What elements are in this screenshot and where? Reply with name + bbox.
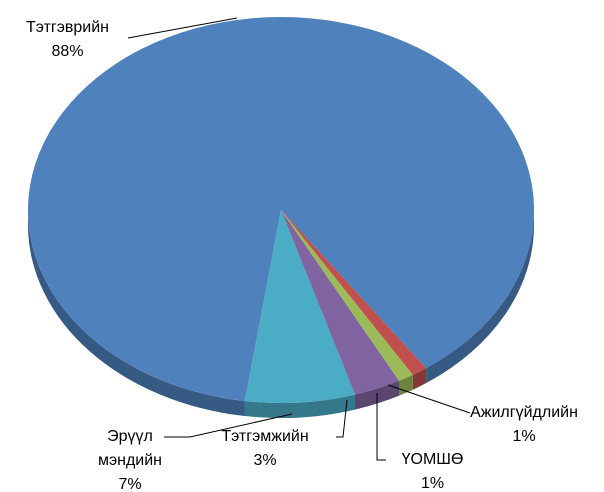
leader-lines: [127, 17, 471, 461]
value-label: 7%: [118, 476, 142, 492]
pie-slice-side: [412, 368, 427, 390]
slice-label: Тэтгэврийн 88%: [5, 16, 130, 64]
leader-line: [164, 413, 293, 438]
category-label: Эрүүл мэндийн: [97, 428, 163, 469]
value-label: 3%: [253, 452, 277, 469]
pie-slice: [244, 210, 355, 403]
pie-slice: [281, 210, 399, 395]
slice-label: ҮОМШӨ 1%: [385, 448, 480, 492]
pie-slice-side: [28, 210, 245, 417]
leader-line: [376, 393, 386, 461]
leader-line: [387, 384, 471, 414]
slice-label: Тэтгэмжийн 3%: [205, 425, 325, 473]
pie-slice: [27, 17, 534, 402]
leader-line: [127, 17, 238, 39]
pie-slice: [281, 210, 427, 375]
pie-tops: [27, 17, 534, 403]
pie-slice-side: [426, 210, 534, 384]
pie-slice: [281, 210, 413, 381]
pie-slice-side: [244, 394, 355, 418]
value-label: 1%: [420, 475, 445, 492]
category-label: ҮОМШӨ: [401, 451, 464, 468]
category-label: Тэтгэврийн: [25, 19, 110, 36]
leader-line: [336, 399, 348, 438]
slice-label: Ажилгүйдлийн 1%: [470, 401, 578, 449]
value-label: 1%: [512, 428, 536, 445]
slice-label: Эрүүл мэндийн 7%: [80, 425, 180, 492]
category-label: Тэтгэмжийн: [221, 428, 309, 445]
value-label: 88%: [51, 43, 84, 60]
category-label: Ажилгүйдлийн: [470, 404, 578, 421]
pie-slice-side: [398, 374, 413, 396]
